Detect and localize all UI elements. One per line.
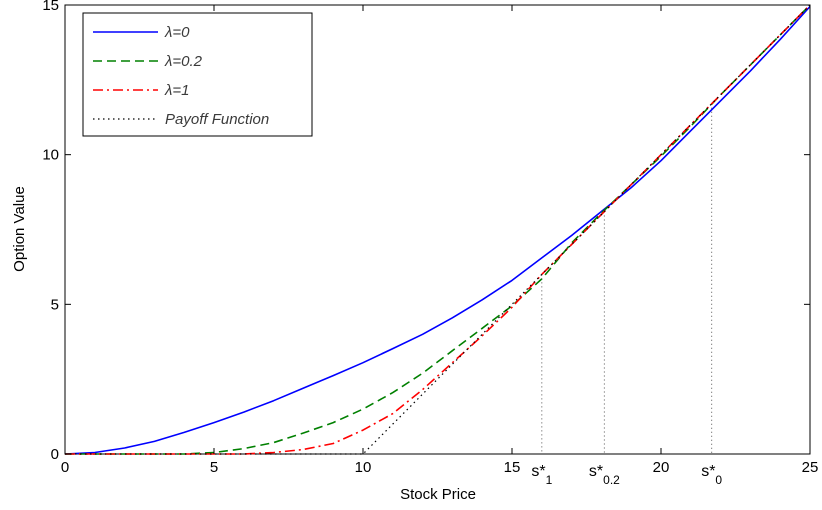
threshold-label-main: s* xyxy=(701,463,715,480)
axis-ticks xyxy=(64,4,811,455)
threshold-label: s*0.2 xyxy=(589,463,620,487)
threshold-label: s*0 xyxy=(701,463,722,487)
y-tick-label: 0 xyxy=(51,446,59,463)
threshold-label-main: s* xyxy=(531,463,545,480)
series-line xyxy=(65,4,811,455)
y-axis-label: Option Value xyxy=(11,186,28,272)
series-line xyxy=(65,4,811,455)
series-line xyxy=(64,5,811,455)
threshold-labels: s*1 s*0.2 s*0 xyxy=(531,463,722,487)
y-tick-label: 15 xyxy=(42,0,59,14)
threshold-label-sub: 1 xyxy=(546,473,553,487)
tick-labels: 0 5 10 15 20 25 0 5 10 15 xyxy=(42,0,818,476)
x-tick-label: 0 xyxy=(61,459,69,476)
legend-label: λ=0.2 xyxy=(164,53,203,70)
legend-label: λ=0 xyxy=(164,24,190,41)
y-tick-label: 5 xyxy=(51,296,59,313)
threshold-label-main: s* xyxy=(589,463,603,480)
legend-label: λ=1 xyxy=(164,82,190,99)
x-tick-label: 5 xyxy=(210,459,218,476)
series-layer xyxy=(64,4,811,455)
threshold-lines xyxy=(541,103,713,454)
x-tick-label: 20 xyxy=(653,459,670,476)
threshold-label: s*1 xyxy=(531,463,552,487)
threshold-label-sub: 0.2 xyxy=(603,473,620,487)
x-tick-label: 10 xyxy=(355,459,372,476)
x-tick-label: 25 xyxy=(802,459,819,476)
series-line xyxy=(65,4,811,455)
x-tick-label: 15 xyxy=(504,459,521,476)
x-axis-label: Stock Price xyxy=(400,486,476,503)
y-tick-label: 10 xyxy=(42,147,59,164)
legend-box xyxy=(82,12,313,137)
threshold-label-sub: 0 xyxy=(715,473,722,487)
legend-label: Payoff Function xyxy=(165,111,269,128)
legend: λ=0 λ=0.2 λ=1 Payoff Function xyxy=(82,12,313,137)
